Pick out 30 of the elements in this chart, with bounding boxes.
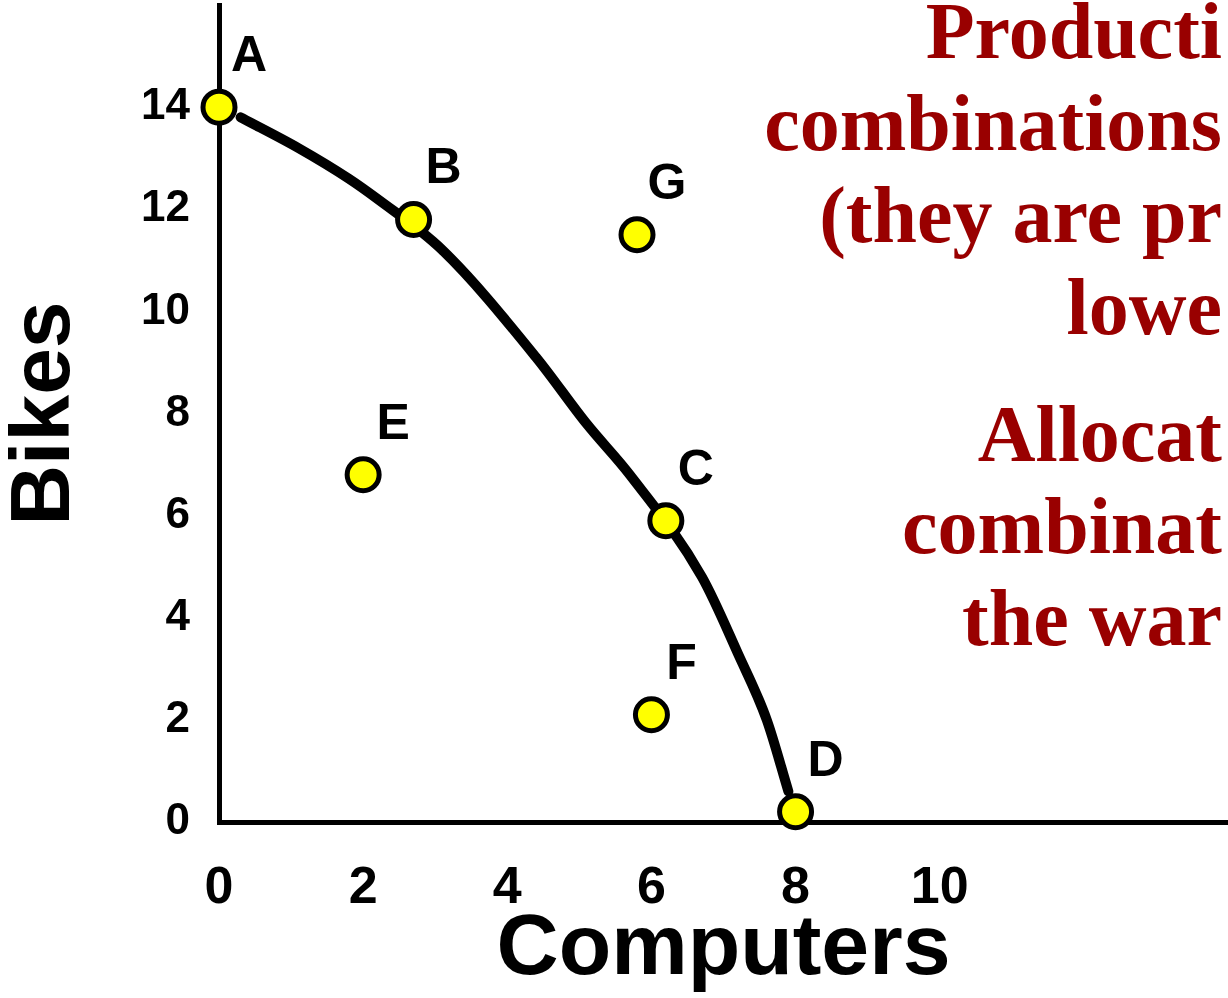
- point: [200, 88, 238, 126]
- y-tick-label: 12: [141, 181, 190, 231]
- x-tick-label: 2: [348, 855, 378, 914]
- x-tick-label: 6: [636, 855, 666, 914]
- y-tick-label: 2: [165, 692, 190, 742]
- point: [647, 502, 685, 540]
- y-tick-label: 0: [165, 794, 190, 844]
- annotation: E: [376, 393, 410, 450]
- annotation: B: [425, 138, 462, 195]
- y-tick-label: 14: [141, 79, 191, 129]
- point: [632, 696, 670, 734]
- point: [395, 200, 433, 238]
- x-tick-label: 8: [781, 855, 811, 914]
- y-tick-label: 8: [165, 385, 190, 435]
- point: [344, 456, 382, 494]
- annotation: C: [677, 439, 714, 496]
- y-tick-label: 10: [141, 283, 190, 333]
- y-tick-label: 6: [165, 487, 190, 537]
- point: [777, 793, 815, 831]
- annotation: D: [807, 730, 844, 787]
- point: [618, 216, 656, 254]
- x-tick-label: 0: [204, 855, 234, 914]
- annotation: F: [666, 633, 697, 690]
- y-tick-label: 4: [165, 589, 191, 639]
- annotation: A: [230, 25, 268, 82]
- y-axis-title: Bikes: [0, 301, 88, 526]
- annotation: G: [647, 153, 687, 210]
- x-tick-label: 10: [910, 855, 969, 914]
- annotation: Allocat combinat the war: [902, 390, 1223, 662]
- annotation: Producti combinations (they are pr lowe: [764, 0, 1222, 351]
